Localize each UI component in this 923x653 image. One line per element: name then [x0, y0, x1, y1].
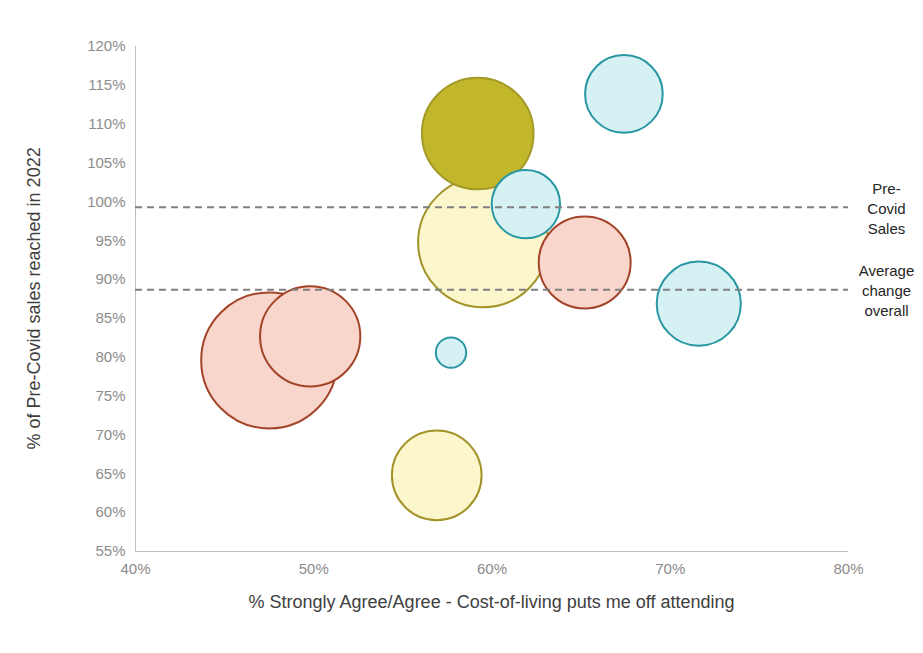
svg-text:60%: 60% [477, 560, 507, 577]
svg-text:Pre-CovidSales: Pre-CovidSales [867, 180, 905, 238]
svg-text:100%: 100% [87, 193, 125, 210]
svg-text:80%: 80% [833, 560, 863, 577]
svg-text:120%: 120% [87, 37, 125, 54]
svg-text:50%: 50% [299, 560, 329, 577]
svg-text:65%: 65% [95, 465, 125, 482]
svg-text:95%: 95% [95, 232, 125, 249]
svg-text:70%: 70% [655, 560, 685, 577]
svg-text:90%: 90% [95, 270, 125, 287]
svg-text:105%: 105% [87, 154, 125, 171]
svg-text:70%: 70% [95, 426, 125, 443]
svg-text:85%: 85% [95, 309, 125, 326]
svg-text:75%: 75% [95, 387, 125, 404]
svg-text:60%: 60% [95, 503, 125, 520]
svg-text:80%: 80% [95, 348, 125, 365]
svg-text:55%: 55% [95, 542, 125, 559]
html-text:% of Pre-Covid sales reached i: % of Pre-Covid sales reached in 2022 [24, 147, 44, 450]
svg-text:Averagechangeoverall: Averagechangeoverall [859, 262, 915, 320]
svg-text:115%: 115% [88, 76, 125, 93]
svg-text:110%: 110% [88, 115, 125, 132]
svg-text:40%: 40% [120, 560, 150, 577]
html-text:% Strongly Agree/Agree - Cost-: % Strongly Agree/Agree - Cost-of-living … [248, 592, 735, 612]
